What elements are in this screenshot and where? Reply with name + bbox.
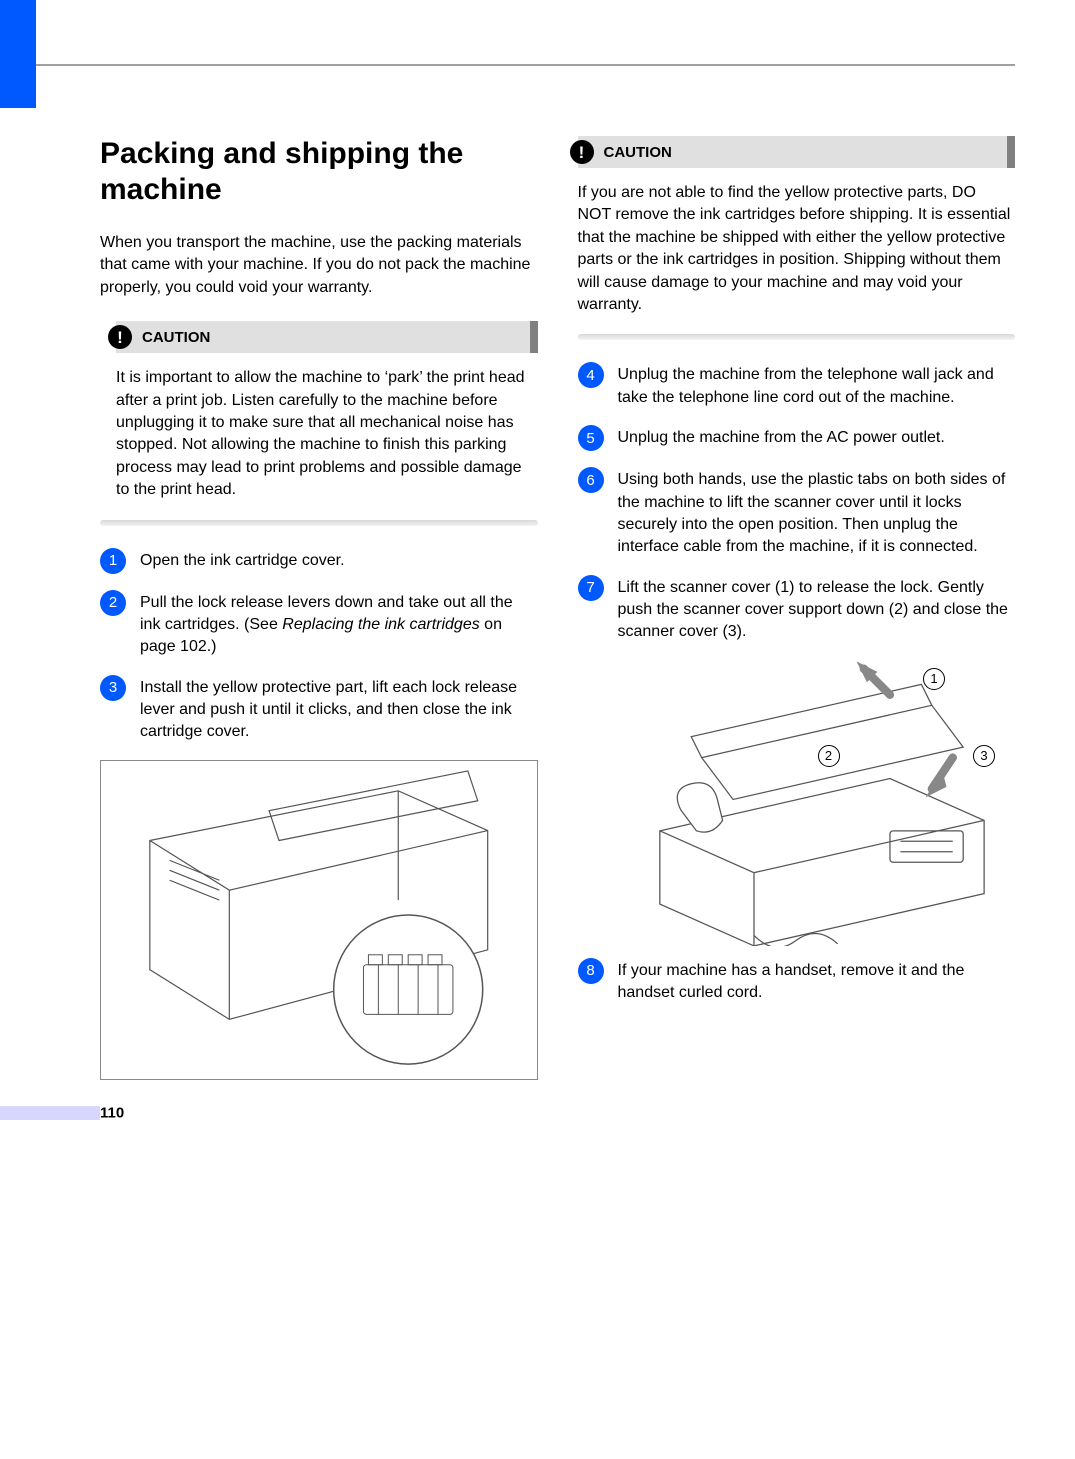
step-4: 4 Unplug the machine from the telephone … bbox=[578, 362, 1016, 409]
section-heading: Packing and shipping the machine bbox=[100, 136, 538, 208]
step-text: Pull the lock release levers down and ta… bbox=[140, 590, 538, 659]
side-tab bbox=[0, 0, 36, 108]
step-number-badge: 4 bbox=[578, 362, 604, 388]
step-7: 7 Lift the scanner cover (1) to release … bbox=[578, 575, 1016, 644]
caution-box-2: ! CAUTION If you are not able to find th… bbox=[578, 136, 1016, 316]
manual-page: Packing and shipping the machine When yo… bbox=[0, 0, 1075, 1140]
step-6: 6 Using both hands, use the plastic tabs… bbox=[578, 467, 1016, 559]
step-number-badge: 2 bbox=[100, 590, 126, 616]
step-text: Lift the scanner cover (1) to release th… bbox=[618, 575, 1016, 644]
callout-1: 1 bbox=[923, 668, 945, 690]
step-text: Using both hands, use the plastic tabs o… bbox=[618, 467, 1016, 559]
intro-paragraph: When you transport the machine, use the … bbox=[100, 232, 538, 299]
callout-2: 2 bbox=[818, 745, 840, 767]
scanner-cover-figure: 1 2 3 bbox=[618, 660, 1016, 940]
scanner-illustration-icon bbox=[618, 653, 1016, 946]
exclamation-icon: ! bbox=[579, 144, 585, 161]
page-number: 110 bbox=[100, 1104, 124, 1121]
step-text: If your machine has a handset, remove it… bbox=[618, 958, 1016, 1005]
caution-header: ! CAUTION bbox=[578, 136, 1016, 168]
caution-icon: ! bbox=[570, 140, 594, 164]
step-8: 8 If your machine has a handset, remove … bbox=[578, 958, 1016, 1005]
step-5: 5 Unplug the machine from the AC power o… bbox=[578, 425, 1016, 451]
step-number-badge: 7 bbox=[578, 575, 604, 601]
step-number-badge: 3 bbox=[100, 675, 126, 701]
section-divider bbox=[578, 334, 1016, 340]
left-column: Packing and shipping the machine When yo… bbox=[100, 136, 538, 1080]
step-text: Unplug the machine from the telephone wa… bbox=[618, 362, 1016, 409]
step-2: 2 Pull the lock release levers down and … bbox=[100, 590, 538, 659]
caution-header: ! CAUTION bbox=[116, 321, 538, 353]
caution-label: CAUTION bbox=[142, 329, 210, 346]
step-number-badge: 8 bbox=[578, 958, 604, 984]
right-column: ! CAUTION If you are not able to find th… bbox=[578, 136, 1016, 1080]
header-rule bbox=[36, 0, 1015, 66]
callout-3: 3 bbox=[973, 745, 995, 767]
page-footer: 110 bbox=[0, 1104, 1075, 1122]
step-text-italic: Replacing the ink cartridges bbox=[282, 616, 479, 633]
content-columns: Packing and shipping the machine When yo… bbox=[0, 66, 1075, 1080]
step-number-badge: 6 bbox=[578, 467, 604, 493]
caution-text: It is important to allow the machine to … bbox=[116, 367, 538, 501]
printer-illustration-icon bbox=[101, 761, 537, 1079]
step-1: 1 Open the ink cartridge cover. bbox=[100, 548, 538, 574]
step-number-badge: 1 bbox=[100, 548, 126, 574]
step-number-badge: 5 bbox=[578, 425, 604, 451]
step-text: Install the yellow protective part, lift… bbox=[140, 675, 538, 744]
ink-cartridge-figure bbox=[100, 760, 538, 1080]
footer-accent-bar bbox=[0, 1106, 100, 1120]
exclamation-icon: ! bbox=[117, 329, 123, 346]
step-3: 3 Install the yellow protective part, li… bbox=[100, 675, 538, 744]
step-text: Unplug the machine from the AC power out… bbox=[618, 425, 945, 449]
caution-text: If you are not able to find the yellow p… bbox=[578, 182, 1016, 316]
caution-icon: ! bbox=[108, 325, 132, 349]
caution-label: CAUTION bbox=[604, 144, 672, 161]
step-text: Open the ink cartridge cover. bbox=[140, 548, 345, 572]
section-divider bbox=[100, 520, 538, 526]
caution-box-1: ! CAUTION It is important to allow the m… bbox=[116, 321, 538, 501]
